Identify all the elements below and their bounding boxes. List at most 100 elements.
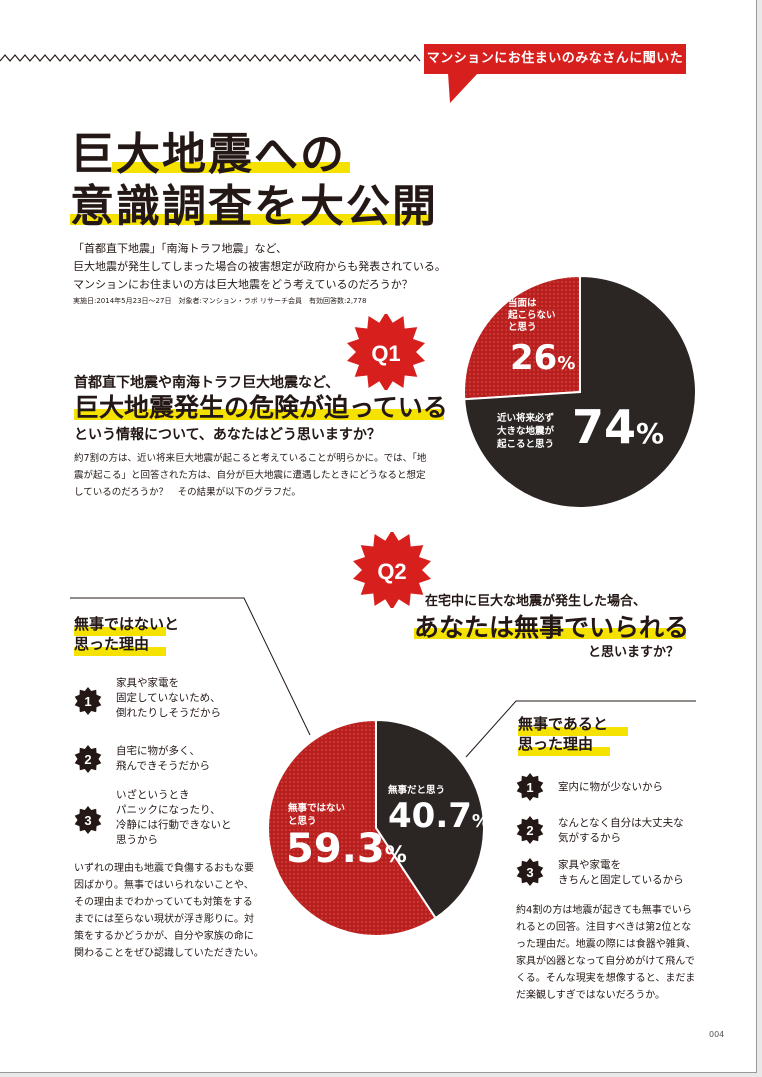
right-section-title: 無事であると 思った理由 (518, 714, 608, 754)
pie-value-not-safe: 59.3% (286, 826, 407, 872)
survey-note: 実施日:2014年5月23日〜27日 対象者:マンション・ラボ リサーチ会員 有… (73, 297, 367, 305)
percent-sign: % (471, 811, 490, 832)
number-burst-icon: 2 (74, 745, 102, 773)
para-line: いずれの理由も地震で負傷するおもな要 (74, 863, 254, 874)
label-line: 近い将来必ず (497, 413, 555, 424)
reason-line: 家具や家電を (116, 677, 179, 689)
q1-body-text: 約7割の方は、近い将来巨大地震が起こると考えていることが明らかに。では、「地 震… (74, 450, 446, 501)
zigzag-divider (0, 54, 421, 62)
intro-line: 巨大地震が発生してしまった場合の被害想定が政府からも発表されている。 (73, 260, 446, 273)
para-line: った理由だ。地震の際には食器や雑貨、 (516, 939, 696, 950)
svg-text:1: 1 (526, 780, 533, 795)
reason-line: 冷静には行動できないと (116, 819, 232, 831)
svg-text:3: 3 (84, 813, 91, 828)
reason-line: 気がするから (558, 832, 621, 844)
heading-highlight (414, 628, 686, 639)
pie-label-safe: 無事だと思う (388, 785, 446, 796)
q2-pie-chart (267, 718, 485, 937)
para-line: れるとの回答。注目すべきは第2位とな (516, 922, 692, 933)
label-line: 起こらない (508, 310, 556, 321)
q2-heading-line3: と思いますか？ (588, 645, 680, 660)
percent-sign: % (557, 353, 576, 374)
q1-heading-line3: という情報について、あなたはどう思いますか？ (74, 427, 381, 443)
section-highlight (74, 627, 166, 636)
value-number: 26 (510, 338, 558, 378)
q1-burst-badge: Q1 (347, 314, 425, 390)
percent-sign: % (384, 843, 407, 868)
para-line: 約4割の方は地震が起きても無事でいら (516, 905, 692, 916)
speech-tail-icon (448, 73, 478, 103)
page-number: 004 (709, 1030, 725, 1039)
q1-body-line: 震が起こる」と回答された方は、自分が巨大地震に遭遇したときにどうなると想定 (74, 470, 426, 481)
q2-burst-badge: Q2 (353, 532, 431, 608)
section-highlight (518, 727, 628, 736)
para-line: だ楽観しすぎではないだろうか。 (516, 990, 665, 1001)
title-line: 無事であると (518, 715, 608, 733)
q1-body-line: しているのだろうか？ その結果が以下のグラフだ。 (74, 487, 301, 498)
svg-text:1: 1 (84, 694, 91, 709)
page-title-line1: 巨大地震への (70, 129, 346, 180)
section-highlight (518, 747, 610, 756)
intro-line: マンションにお住まいの方は巨大地震をどう考えているのだろうか？ (73, 278, 413, 291)
para-line: 関わることをぜひ認識していただきたい。 (74, 948, 264, 959)
reason-line: いざというとき (116, 789, 190, 801)
pie-value-coming-soon: 74% (572, 400, 664, 454)
right-reason-3-text: 家具や家電を きちんと固定しているから (558, 858, 684, 888)
q1-heading-line1: 首都直下地震や南海トラフ巨大地震など、 (74, 375, 340, 391)
pie-label-not-soon: 当面は 起こらない と思う (508, 298, 556, 334)
label-line: 大きな地震が (497, 426, 555, 437)
reason-line: 固定していないため、 (116, 692, 221, 704)
left-reason-3-text: いざというとき パニックになったり、 冷静には行動できないと 思うから (116, 788, 232, 848)
q2-badge-text: Q2 (377, 559, 406, 584)
value-number: 40.7 (388, 796, 472, 836)
reason-line: 自宅に物が多く、 (116, 745, 200, 757)
right-reason-1-text: 室内に物が少ないから (558, 780, 663, 795)
reason-line: パニックになったり、 (116, 804, 221, 816)
q1-pie-chart (463, 274, 697, 509)
title-line: 思った理由 (518, 735, 594, 753)
intro-line: 「首都直下地震」「南海トラフ地震」など、 (73, 242, 287, 255)
para-line: 因ばかり。無事ではいられないことや、 (74, 880, 254, 891)
number-burst-icon: 2 (516, 816, 544, 844)
para-line: その理由までわかっていても対策をする (74, 897, 253, 908)
reason-line: 飛んできそうだから (116, 760, 210, 772)
reason-line: 思うから (116, 834, 158, 846)
left-reason-2-text: 自宅に物が多く、 飛んできそうだから (116, 744, 210, 774)
q2-heading-line1: 在宅中に巨大な地震が発生した場合、 (425, 594, 647, 609)
number-burst-icon: 1 (516, 773, 544, 801)
para-line: くる。そんな現実を想像すると、まだま (516, 973, 696, 984)
heading-highlight (74, 409, 444, 420)
label-line: と思う (288, 816, 317, 827)
para-line: 家具が凶器となって自分めがけて飛んで (516, 956, 695, 967)
left-reason-1-text: 家具や家電を 固定していないため、 倒れたりしそうだから (116, 676, 221, 721)
pie-slice-not-safe (267, 718, 437, 937)
pie-slice-not-soon (463, 274, 581, 401)
number-burst-icon: 3 (74, 806, 102, 834)
reason-line: 室内に物が少ないから (558, 781, 663, 793)
left-paragraph: いずれの理由も地震で負傷するおもな要 因ばかり。無事ではいられないことや、 その… (74, 860, 264, 962)
svg-text:3: 3 (526, 865, 533, 880)
title-line: 無事ではないと (74, 615, 180, 633)
pie-value-not-soon: 26% (510, 338, 575, 378)
pie-value-safe: 40.7% (388, 796, 490, 836)
section-highlight (74, 647, 166, 656)
reason-line: なんとなく自分は大丈夫な (558, 817, 684, 829)
reason-line: 倒れたりしそうだから (116, 707, 221, 719)
reason-line: きちんと固定しているから (558, 874, 684, 886)
svg-text:2: 2 (526, 823, 533, 838)
page-title-line2: 意識調査を大公開 (70, 181, 438, 232)
para-line: までには至らない現状が浮き彫りに。対 (74, 914, 254, 925)
title-highlight (70, 214, 430, 225)
reason-line: 家具や家電を (558, 859, 621, 871)
number-burst-icon: 3 (516, 858, 544, 886)
value-number: 59.3 (286, 826, 385, 872)
value-number: 74 (572, 400, 637, 454)
q1-heading-line2: 巨大地震発生の危険が迫っている (74, 393, 448, 422)
q1-badge-text: Q1 (371, 341, 400, 366)
pie-label-coming-soon: 近い将来必ず 大きな地震が 起こると思う (497, 412, 554, 451)
pie-slice-coming-soon (463, 274, 697, 509)
percent-sign: % (636, 417, 665, 450)
title-line: 思った理由 (74, 635, 150, 653)
